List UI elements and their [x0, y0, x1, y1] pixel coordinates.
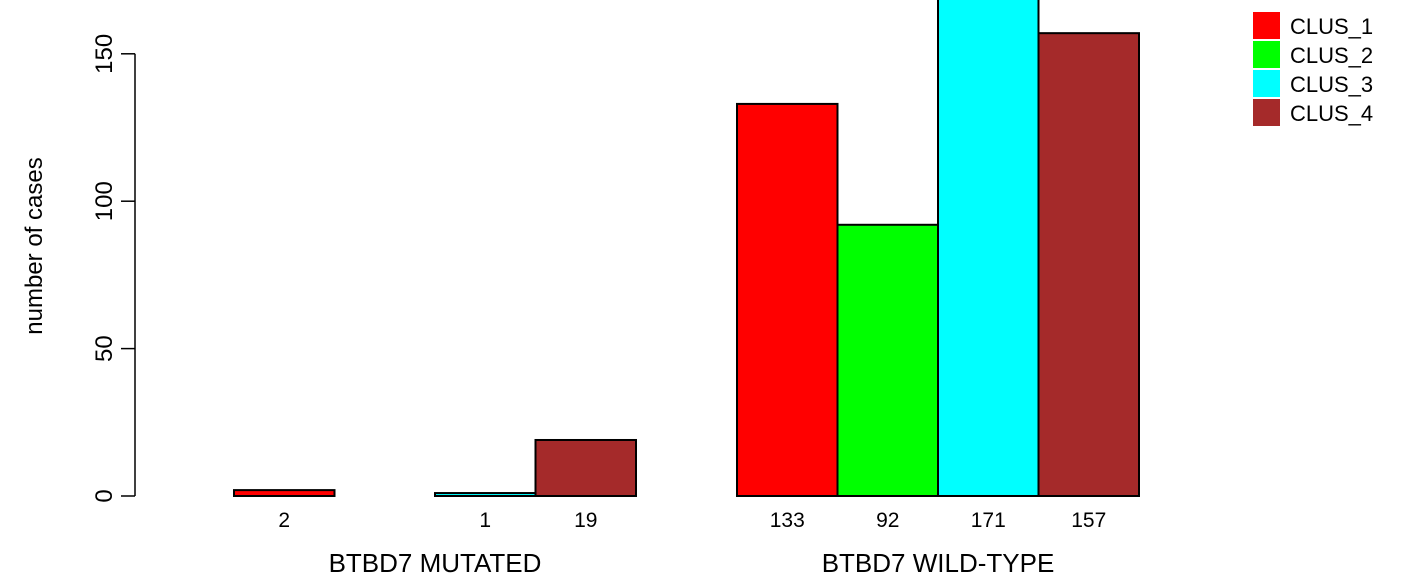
bar-2-clus-3: [937, 0, 1040, 498]
bar-value-label: 92: [876, 509, 899, 532]
y-tick-label: 100: [91, 181, 118, 221]
y-tick-label: 150: [91, 34, 118, 74]
bar-value-label: 2: [278, 509, 290, 532]
legend: CLUS_1 CLUS_2 CLUS_3 CLUS_4: [1253, 12, 1373, 126]
bar-value-label: 133: [770, 509, 805, 532]
legend-label: CLUS_4: [1290, 101, 1373, 126]
legend-label: CLUS_3: [1290, 72, 1373, 97]
legend-label: CLUS_1: [1290, 14, 1373, 39]
bar-value-label: 171: [971, 509, 1006, 532]
bar-1-clus-3: [434, 492, 537, 498]
y-tick-label: 50: [91, 335, 118, 362]
bars-layer: [233, 0, 1140, 498]
bar-1-clus-1: [233, 489, 336, 498]
bar-value-label: 157: [1071, 509, 1106, 532]
bar-2-clus-4: [1037, 32, 1140, 497]
legend-label: CLUS_2: [1290, 43, 1373, 68]
legend-swatch: [1253, 12, 1280, 39]
value-labels: 2 1 19 133 92 171 157: [278, 509, 1106, 532]
bar-value-label: 19: [574, 509, 597, 532]
y-axis: 0 50 100 150: [91, 34, 136, 503]
y-axis-label: number of cases: [21, 157, 48, 334]
legend-swatch: [1253, 41, 1280, 68]
bar-value-label: 1: [479, 509, 491, 532]
group-label: BTBD7 WILD-TYPE: [822, 548, 1055, 578]
y-tick-label: 0: [91, 489, 118, 502]
bar-2-clus-2: [836, 223, 939, 497]
legend-swatch: [1253, 99, 1280, 126]
bar-1-clus-4: [534, 438, 637, 498]
group-label: BTBD7 MUTATED: [329, 548, 542, 578]
legend-swatch: [1253, 70, 1280, 97]
group-labels: BTBD7 MUTATED BTBD7 WILD-TYPE: [329, 548, 1055, 578]
bar-2-clus-1: [736, 102, 839, 498]
